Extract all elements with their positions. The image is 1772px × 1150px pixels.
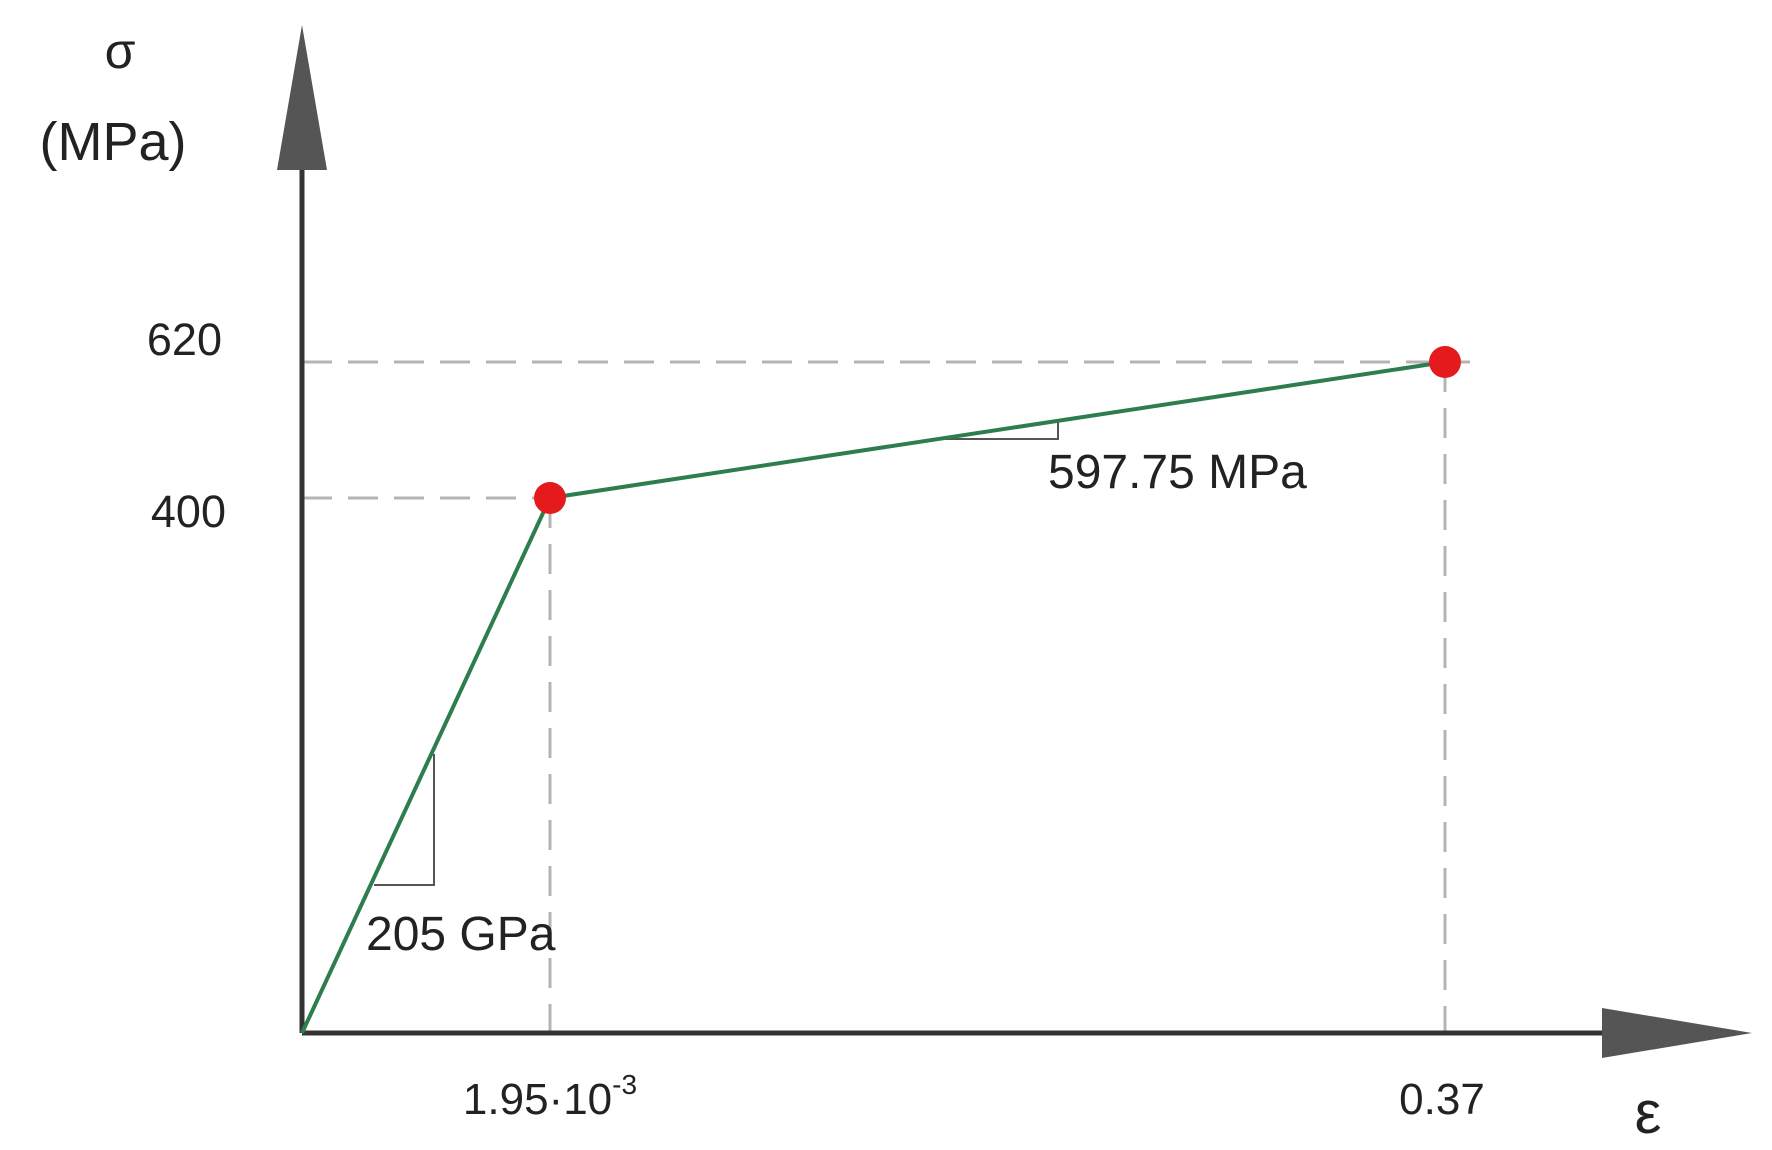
x-tick-label-yield-base: 1.95·10 (463, 1075, 612, 1124)
hardening-slope-triangle (944, 420, 1059, 440)
y-axis-arrow (277, 25, 327, 170)
y-tick-label-400: 400 (151, 486, 226, 537)
x-axis-arrow (1602, 1008, 1752, 1058)
x-tick-label-yield-exponent: -3 (612, 1069, 637, 1100)
hardening-modulus-label: 597.75 MPa (1048, 446, 1307, 499)
elastic-modulus-label: 205 GPa (366, 908, 556, 961)
y-axis-unit: (MPa) (40, 112, 187, 172)
data-point-markers (534, 346, 1461, 514)
elastic-slope-triangle (374, 754, 435, 886)
x-tick-label-yield-strain: 1.95·10-3 (463, 1069, 637, 1124)
y-axis-symbol: σ (105, 23, 136, 79)
data-point-marker-0 (534, 482, 566, 514)
x-tick-label-ultimate-strain: 0.37 (1399, 1075, 1485, 1124)
x-axis-symbol: ε (1635, 1079, 1662, 1146)
y-tick-label-620: 620 (147, 314, 222, 365)
guide-lines (302, 360, 1470, 1033)
data-point-marker-1 (1429, 346, 1461, 378)
